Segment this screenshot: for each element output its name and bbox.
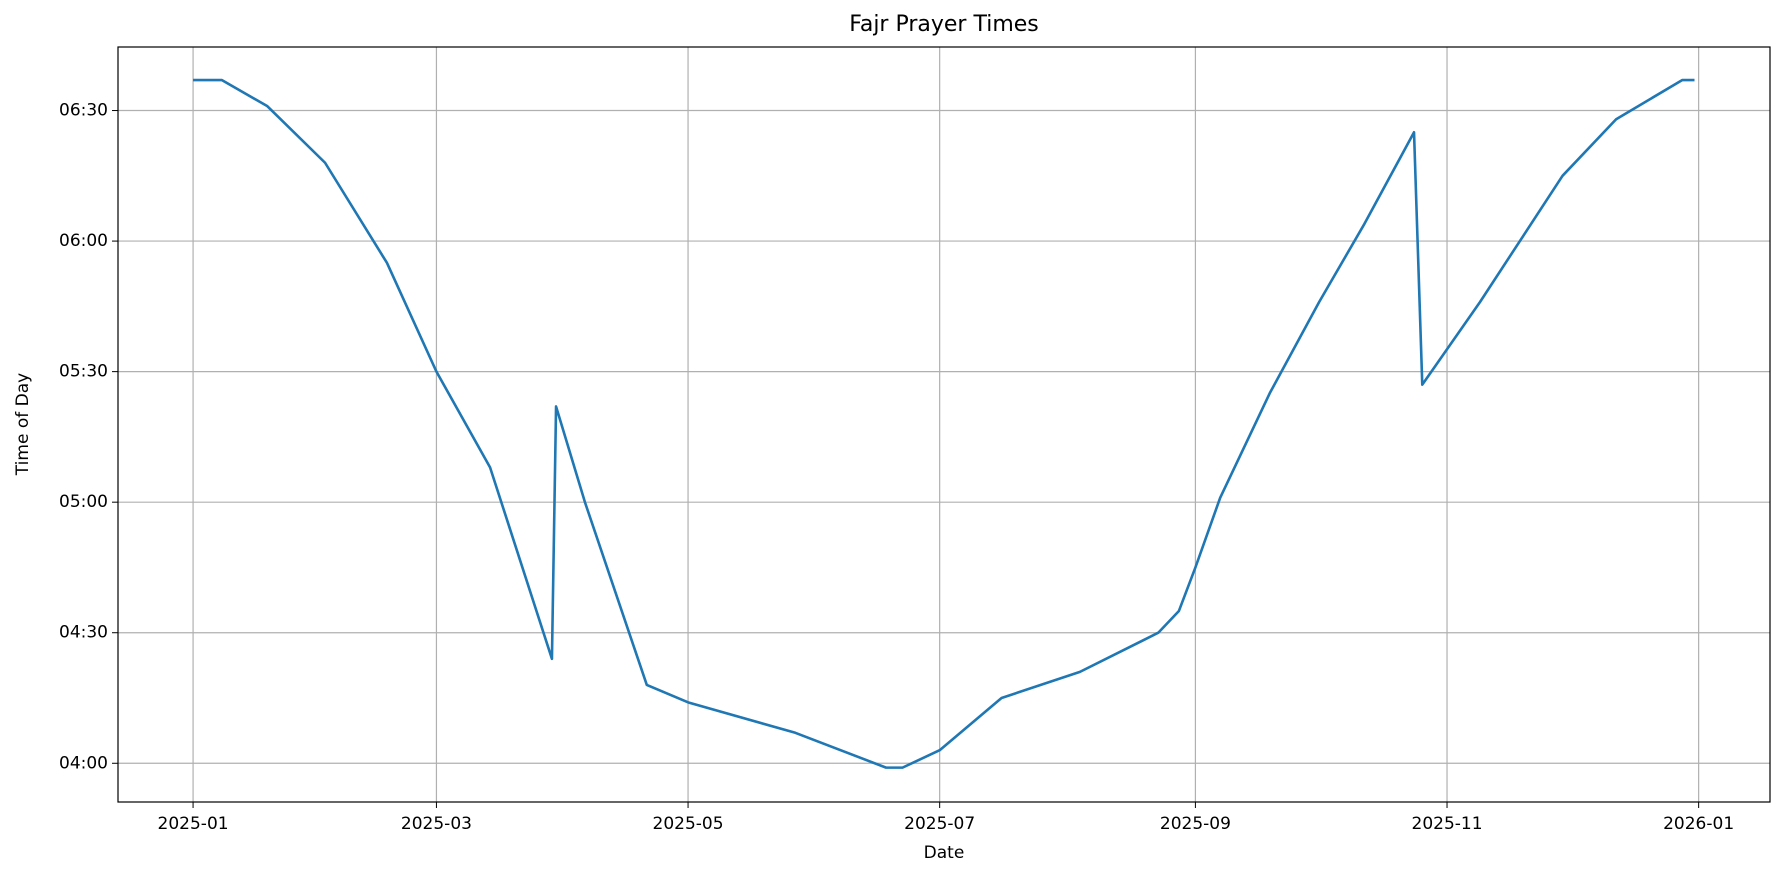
y-tick-label: 06:30 bbox=[59, 101, 108, 121]
y-tick-label: 05:00 bbox=[59, 492, 108, 512]
x-tick-label: 2025-07 bbox=[904, 814, 975, 834]
x-tick-label: 2025-03 bbox=[401, 814, 472, 834]
y-tick-label: 04:30 bbox=[59, 623, 108, 643]
y-axis-label: Time of Day bbox=[13, 373, 33, 476]
y-tick-label: 05:30 bbox=[59, 362, 108, 382]
x-axis-label: Date bbox=[924, 843, 965, 863]
plot-frame bbox=[117, 46, 1771, 803]
y-tick-label: 04:00 bbox=[59, 753, 108, 773]
y-tick-label: 06:00 bbox=[59, 231, 108, 251]
x-tick-label: 2025-05 bbox=[653, 814, 724, 834]
x-tick-label: 2025-01 bbox=[158, 814, 229, 834]
chart-title: Fajr Prayer Times bbox=[849, 12, 1039, 37]
x-tick-label: 2025-11 bbox=[1412, 814, 1483, 834]
x-tick-label: 2026-01 bbox=[1663, 814, 1734, 834]
data-line bbox=[193, 78, 1695, 769]
x-tick-label: 2025-09 bbox=[1160, 814, 1231, 834]
